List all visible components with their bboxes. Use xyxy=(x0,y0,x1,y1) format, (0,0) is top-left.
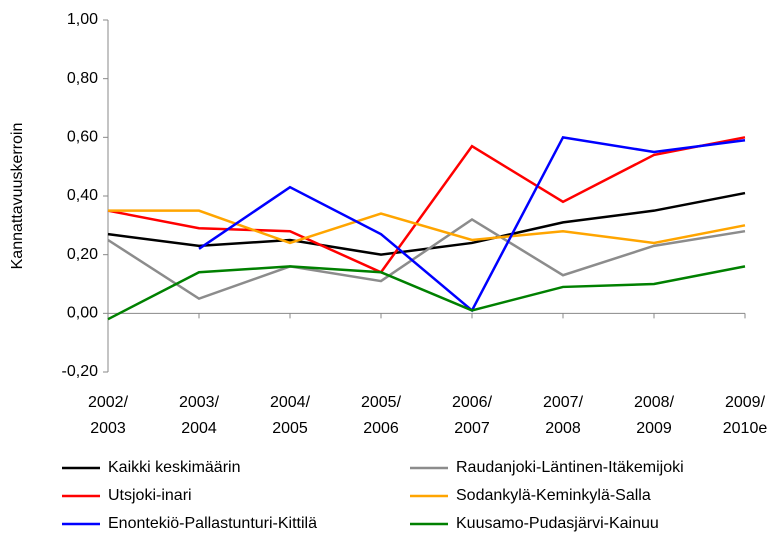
series-line xyxy=(107,217,746,301)
legend-label: Kuusamo-Pudasjärvi-Kainuu xyxy=(456,515,659,532)
legend-label: Enontekiö-Pallastunturi-Kittilä xyxy=(108,515,317,532)
legend-label: Utsjoki-inari xyxy=(108,487,192,504)
x-tick-label: 2008/ 2009 xyxy=(633,394,675,437)
x-tick-label: 2006/ 2007 xyxy=(451,394,493,437)
x-tick-label: 2004/ 2005 xyxy=(269,394,311,437)
series-line xyxy=(198,135,746,313)
x-tick-label: 2005/ 2006 xyxy=(360,394,402,437)
x-tick-label: 2007/ 2008 xyxy=(542,394,584,437)
legend-label: Kaikki keskimäärin xyxy=(108,459,240,476)
x-tick-label: 2003/ 2004 xyxy=(178,394,220,437)
y-tick-label: 0,00 xyxy=(67,305,98,322)
y-tick-label: -0,20 xyxy=(62,363,99,380)
legend-label: Raudanjoki-Läntinen-Itäkemijoki xyxy=(456,459,684,476)
series-line xyxy=(107,265,746,321)
y-axis-label: Kannattavuuskerroin xyxy=(9,123,26,270)
y-tick-label: 0,40 xyxy=(67,187,98,204)
x-tick-label: 2002/ 2003 xyxy=(87,394,129,437)
y-tick-label: 1,00 xyxy=(67,11,98,28)
y-tick-label: 0,20 xyxy=(67,246,98,263)
series-line xyxy=(107,136,746,274)
y-tick-label: 0,60 xyxy=(67,129,98,146)
legend-label: Sodankylä-Keminkylä-Salla xyxy=(456,487,651,504)
series-line xyxy=(108,209,746,245)
y-tick-label: 0,80 xyxy=(67,70,98,87)
x-tick-label: 2009/ 2010e xyxy=(722,394,768,437)
